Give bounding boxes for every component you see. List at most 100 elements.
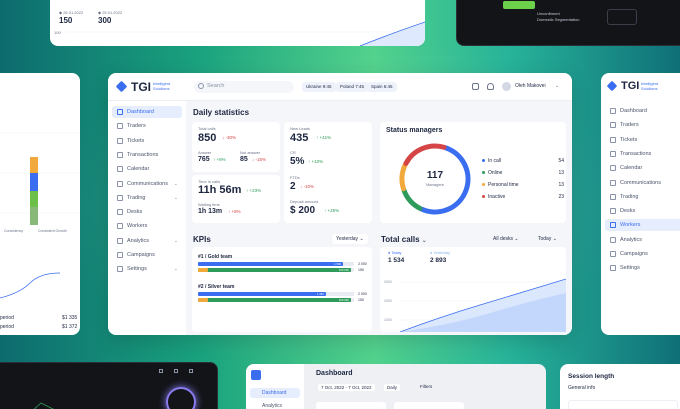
peek-left-label: Consistent Growth bbox=[38, 229, 67, 233]
status-managers-title: Status managers bbox=[386, 127, 443, 134]
sidebar-item-transactions[interactable]: Transactions bbox=[112, 149, 182, 161]
calls-period-dropdown[interactable]: Today ⌄ bbox=[538, 236, 557, 242]
period-filter[interactable]: Daily bbox=[384, 384, 401, 391]
kpis-panel: #1 / Gold team 1 560 2 000 150 000 150 #2 / S… bbox=[192, 247, 372, 332]
peek-stat-card bbox=[394, 402, 464, 409]
change-value: -15% bbox=[255, 157, 267, 162]
peek-sidebar-item-transactions[interactable]: Transactions bbox=[605, 148, 680, 160]
kpi-period-dropdown[interactable]: Yesterday ⌄ bbox=[332, 234, 368, 244]
sidebar-item-label: Settings bbox=[620, 265, 640, 272]
analytics-icon bbox=[117, 237, 123, 244]
peek-sidebar-item-tickets[interactable]: Tickets bbox=[605, 134, 680, 146]
search-input[interactable]: Search bbox=[194, 81, 294, 93]
peek-area-chart bbox=[66, 21, 425, 46]
bell-icon[interactable] bbox=[487, 83, 494, 90]
sidebar-item-traders[interactable]: Traders bbox=[112, 120, 182, 132]
timezone-spain[interactable]: Spain 6:45 bbox=[367, 82, 397, 92]
timezone-ukraine[interactable]: Ukraine 9:45 bbox=[302, 82, 336, 92]
peek-sidebar-item-campaigns[interactable]: Campaigns bbox=[605, 248, 680, 260]
peek-axis-label: 100 bbox=[54, 30, 61, 35]
peek-sidebar-item-dashboard[interactable]: Dashboard bbox=[605, 105, 680, 117]
sidebar-item-settings[interactable]: Settings ⌄ bbox=[112, 263, 182, 275]
desks-dropdown[interactable]: All desks ⌄ bbox=[493, 236, 519, 242]
sidebar-item-calendar[interactable]: Calendar bbox=[112, 163, 182, 175]
stat-label: Waiting time bbox=[198, 202, 220, 207]
peek-sidebar-item-traders[interactable]: Traders bbox=[605, 119, 680, 131]
transactions-icon bbox=[117, 151, 123, 158]
chevron-down-icon: ⌄ bbox=[173, 266, 178, 273]
sidebar-item-trading[interactable]: Trading ⌄ bbox=[112, 192, 182, 204]
flow-node-highlight bbox=[503, 1, 535, 9]
sidebar-item-analytics[interactable]: Analytics ⌄ bbox=[112, 235, 182, 247]
chevron-down-icon[interactable]: ⌄ bbox=[421, 238, 427, 244]
kpis-title: KPIs bbox=[193, 235, 211, 244]
calls-period-value: Today bbox=[538, 236, 552, 242]
sidebar-item-label: Communications bbox=[620, 179, 661, 186]
sidebar-item-campaigns[interactable]: Campaigns bbox=[112, 249, 182, 261]
nav-icon bbox=[610, 108, 616, 114]
sidebar-item-label: Analytics bbox=[620, 236, 643, 243]
legend-value: 23 bbox=[558, 194, 564, 200]
peek-sidebar-item-settings[interactable]: Settings bbox=[605, 262, 680, 274]
peek-nav-item[interactable]: Dashboard bbox=[262, 390, 287, 396]
answer-value: 765 bbox=[198, 156, 210, 163]
donut-center-value: 117 bbox=[426, 170, 444, 181]
avatar[interactable] bbox=[502, 82, 511, 91]
user-name[interactable]: Oleh Makovei bbox=[515, 83, 546, 89]
logo-subtext: Intelligent Solutions bbox=[153, 81, 171, 91]
timezone-poland[interactable]: Poland 7:45 bbox=[336, 82, 369, 92]
peek-sidebar-item-calendar[interactable]: Calendar bbox=[605, 162, 680, 174]
session-info-box bbox=[568, 400, 678, 409]
peek-sidebar-item-communications[interactable]: Communications bbox=[605, 177, 680, 189]
answer-change: ↑ +8% bbox=[213, 157, 226, 162]
share-icon bbox=[159, 369, 163, 373]
total-calls-area-chart bbox=[399, 278, 566, 332]
y-tick-label: 2000 bbox=[384, 299, 392, 303]
sidebar-item-tickets[interactable]: Tickets bbox=[112, 135, 182, 147]
peek-sidebar-item-workers[interactable]: Workers bbox=[605, 219, 680, 232]
cr-value: 5% bbox=[290, 156, 305, 167]
logo-text: TGI bbox=[621, 80, 640, 92]
chevron-down-icon: ⌄ bbox=[173, 237, 178, 244]
peek-sidebar-item-analytics[interactable]: Analytics bbox=[605, 234, 680, 246]
download-icon bbox=[174, 369, 178, 373]
sidebar-item-label: Calendar bbox=[620, 165, 643, 172]
lock-icon bbox=[189, 369, 193, 373]
chevron-down-icon: ⌄ bbox=[173, 194, 178, 201]
deposit-amount-change: ↑ +25% bbox=[324, 208, 340, 213]
kpi-bar-fill: 1 310 bbox=[198, 292, 326, 296]
crm-dashboard-window: TGI Intelligent Solutions Search Ukraine… bbox=[108, 73, 572, 335]
tickets-icon bbox=[117, 137, 123, 144]
nav-icon bbox=[610, 251, 616, 257]
peek-sidebar-item-trading[interactable]: Trading bbox=[605, 191, 680, 203]
nav-icon bbox=[610, 150, 616, 157]
legend-value: 13 bbox=[558, 182, 564, 188]
legend-label: In call bbox=[488, 158, 502, 164]
chevron-down-icon: ⌄ bbox=[173, 180, 178, 187]
document-icon[interactable] bbox=[472, 83, 479, 90]
communications-icon bbox=[117, 180, 123, 187]
peek-nav-item[interactable]: Analytics bbox=[262, 403, 283, 409]
traders-icon bbox=[117, 123, 123, 130]
sidebar-item-communications[interactable]: Communications ⌄ bbox=[112, 178, 182, 190]
chevron-down-icon[interactable]: ⌄ bbox=[555, 83, 560, 89]
sidebar-item-label: Tickets bbox=[127, 137, 145, 144]
stat-label: CR bbox=[290, 150, 296, 155]
total-calls-title: Total calls ⌄ bbox=[381, 235, 427, 244]
kpi-bar-fill: 150 000 bbox=[198, 298, 351, 302]
trading-icon bbox=[117, 194, 123, 201]
stat-label: Not answer bbox=[240, 150, 261, 155]
desks-icon bbox=[117, 209, 123, 216]
sidebar-item-workers[interactable]: Workers bbox=[112, 220, 182, 232]
peek-dark-lines bbox=[33, 402, 54, 409]
sidebar-item-dashboard[interactable]: Dashboard bbox=[112, 106, 182, 118]
peek-sidebar-item-desks[interactable]: Desks bbox=[605, 205, 680, 217]
today-value: 1 534 bbox=[388, 257, 405, 264]
sidebar-item-desks[interactable]: Desks bbox=[112, 206, 182, 218]
kpi-bar-segment bbox=[198, 298, 208, 302]
sidebar-item-label: Desks bbox=[127, 209, 143, 216]
filters-button[interactable]: Filters bbox=[420, 384, 433, 389]
status-legend-item: Inactive 23 bbox=[482, 194, 564, 200]
nav-icon bbox=[610, 193, 616, 200]
date-filter[interactable]: 7 Oct, 2022 - 7 Oct, 2022 bbox=[318, 384, 375, 391]
